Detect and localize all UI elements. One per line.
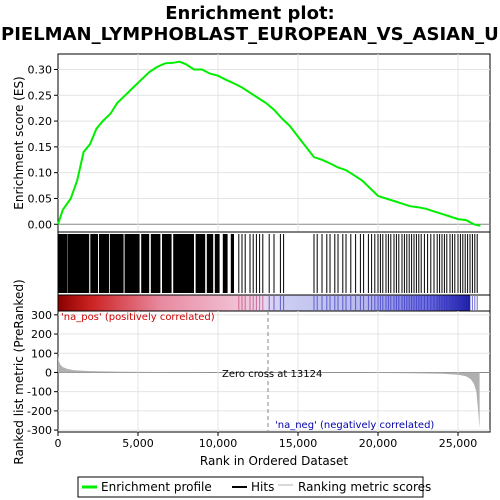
- rank-color-bar: [58, 295, 470, 311]
- metric-tick-label: -300: [27, 424, 52, 437]
- hit-block: [162, 234, 172, 293]
- hit-block: [98, 234, 110, 293]
- hit-block: [214, 234, 220, 293]
- hit-block: [230, 234, 234, 293]
- x-tick-label: 0: [55, 437, 62, 450]
- es-tick-label: 0.15: [28, 141, 53, 154]
- es-tick-label: 0.25: [28, 89, 53, 102]
- x-tick-label: 5,000: [122, 437, 154, 450]
- zero-cross-label: Zero cross at 13124: [222, 369, 322, 380]
- chart-title-line2: SPIELMAN_LYMPHOBLAST_EUROPEAN_VS_ASIAN_U…: [0, 24, 500, 45]
- legend-enrichment-label: Enrichment profile: [101, 480, 212, 494]
- hit-block: [141, 234, 150, 293]
- es-gridlines: [58, 54, 490, 232]
- hit-block: [206, 234, 214, 293]
- es-tick-label: 0.05: [28, 192, 53, 205]
- legend-hits-label: Hits: [251, 480, 274, 494]
- x-tick-label: 15,000: [279, 437, 318, 450]
- metric-tick-label: 100: [31, 347, 52, 360]
- hit-block: [222, 234, 228, 293]
- hit-block: [124, 234, 140, 293]
- hit-block: [58, 234, 68, 293]
- metric-y-ticks: -300 -200 -100 0 100 200 300: [27, 309, 58, 437]
- hit-block: [150, 234, 161, 293]
- enrichment-profile-line: [57, 60, 481, 227]
- rank-color-bar-marks: [238, 296, 478, 310]
- x-axis-ticks: 0 5,000 10,000 15,000 20,000 25,000: [55, 432, 478, 450]
- x-axis-label: Rank in Ordered Dataset: [200, 454, 348, 468]
- negative-label: 'na_neg' (negatively correlated): [275, 420, 434, 431]
- metric-y-axis-label: Ranked list metric (PreRanked): [12, 279, 26, 464]
- es-tick-label: 0.10: [28, 167, 53, 180]
- metric-tick-label: 0: [45, 366, 52, 379]
- hit-block: [195, 234, 206, 293]
- x-tick-label: 10,000: [199, 437, 238, 450]
- legend-box: [77, 476, 424, 498]
- hit-block: [90, 234, 98, 293]
- es-tick-label: 0.20: [28, 115, 53, 128]
- metric-tick-label: 200: [31, 328, 52, 341]
- positive-label: 'na_pos' (positively correlated): [61, 312, 215, 323]
- chart-title-line1: Enrichment plot:: [165, 3, 335, 24]
- hit-block: [173, 234, 194, 293]
- es-y-ticks: 0.00 0.05 0.10 0.15 0.20 0.25 0.30: [28, 63, 58, 231]
- es-y-axis-label: Enrichment score (ES): [12, 76, 26, 209]
- metric-tick-label: 300: [31, 309, 52, 322]
- hit-block: [110, 234, 124, 293]
- es-tick-label: 0.00: [28, 218, 53, 231]
- hit-block: [67, 234, 90, 293]
- legend-metric-label: Ranking metric scores: [298, 480, 431, 494]
- x-tick-label: 25,000: [439, 437, 478, 450]
- x-tick-label: 20,000: [359, 437, 398, 450]
- metric-panel: [57, 310, 491, 433]
- metric-tick-label: -100: [27, 386, 52, 399]
- es-panel: [57, 53, 491, 233]
- metric-tick-label: -200: [27, 405, 52, 418]
- hits-marks: [58, 234, 478, 293]
- es-tick-label: 0.30: [28, 63, 53, 76]
